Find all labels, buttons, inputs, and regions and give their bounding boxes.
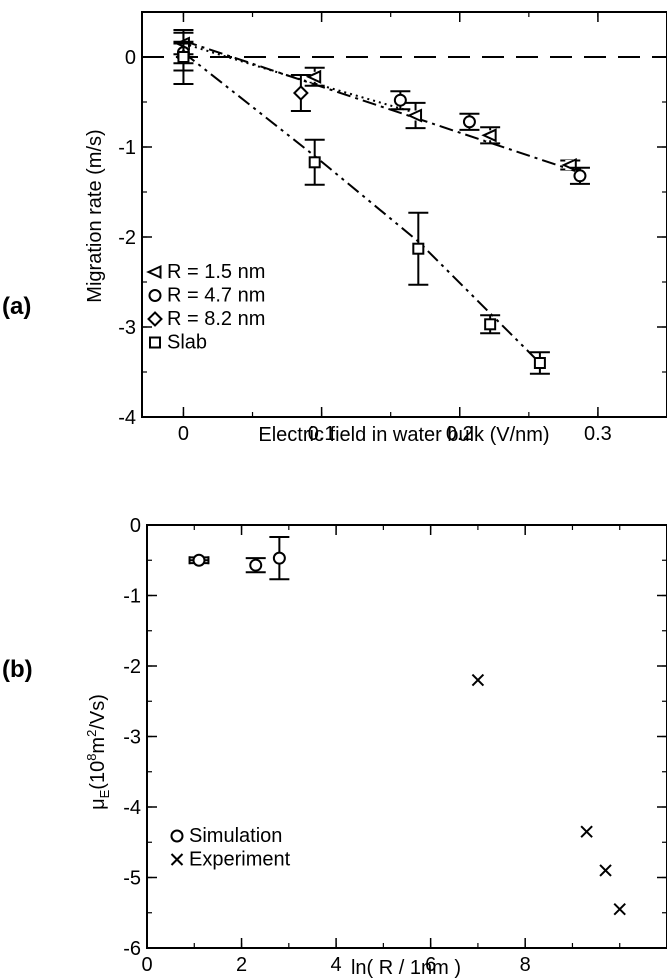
x-tick-label: 0 [141,954,152,976]
panel-b-plot-area: 0 2 4 6 8 0 -1 -2 -3 -4 -5 -6 [123,515,667,976]
marker-bg [309,71,320,82]
y-tick-label: -6 [123,938,141,960]
marker-bg [485,319,496,330]
data-point-r-1-5-nm [305,69,322,84]
ylabel-sup1: 8 [84,754,99,761]
legend-label: Slab [167,332,207,354]
marker-bg [194,555,204,566]
legend-marker-slab [149,336,161,349]
data-point-experiment [580,825,593,838]
marker-bg [178,52,189,62]
series-r-4-7-nm [173,40,590,185]
legend-label: R = 8.2 nm [167,308,265,330]
fit-line-1 [183,42,416,114]
panel-b-xlabel: ln( R / 1nm ) [351,957,461,979]
marker-bg [309,157,320,168]
legend-label: Simulation [189,825,282,847]
series-r-1-5-nm [173,31,581,173]
marker-bg [574,170,585,181]
data-point-r-1-5-nm [406,108,423,123]
y-tick-label: -1 [118,137,136,159]
data-point-r-1-5-nm [561,157,577,173]
legend-marker-r-8-2-nm [147,311,163,327]
panel-a-xlabel: Electric field in water bulk (V/nm) [258,424,549,446]
legend-marker-r-1-5-nm [146,264,162,280]
panel-b: (b) 0 2 4 6 8 0 -1 -2 -3 -4 -5 -6 ln( R / 1nm ) μE(… [2,515,667,979]
data-point-experiment [613,903,626,916]
marker-bg [534,358,545,368]
data-point-slab [308,156,321,169]
ylabel-mu: μ [87,798,109,810]
marker-bg [464,116,475,127]
y-tick-label: -5 [123,868,141,890]
y-tick-label: -2 [118,227,136,249]
x-tick-label: 0.2 [446,423,474,445]
x-tick-label: 0 [178,423,189,445]
fit-line-2 [183,39,585,175]
x-tick-label: 4 [331,954,342,976]
data-point-r-8-2-nm [292,85,309,101]
data-point-experiment [599,864,612,877]
marker-bg [565,160,576,170]
marker-bg [413,243,424,254]
legend-label: R = 1.5 nm [167,261,265,283]
data-point-r-4-7-nm [462,115,476,129]
legend-marker-simulation [170,829,184,843]
ylabel-sup2: 2 [84,730,99,737]
marker-bg [295,88,306,98]
y-tick-label: -1 [123,586,141,608]
data-point-simulation [192,553,206,567]
x-tick-label: 0.3 [584,423,612,445]
data-point-r-4-7-nm [393,93,407,107]
data-point-slab [412,242,425,255]
data-point-r-4-7-nm [573,169,587,183]
series-experiment [471,673,626,916]
marker-bg [395,95,406,106]
plot-frame [146,524,667,949]
legend-marker-experiment [170,853,184,866]
x-tick-label: 0.1 [308,423,336,445]
marker-bg [250,560,261,571]
legend-marker-r-4-7-nm [148,289,162,302]
panel-a-ylabel: Migration rate (m/s) [84,129,106,302]
ylabel-sub: E [97,789,112,798]
ylabel-end: /Vs) [87,694,109,730]
panel-b-ylabel: μE(108m2/Vs) [84,694,112,810]
panel-b-label: (b) [2,656,33,683]
data-point-experiment [471,673,485,687]
panel-a-plot-area: 0 0.1 0.2 0.3 0 -1 -2 -3 -4 [118,11,667,445]
plot-frame [141,11,667,418]
y-tick-label: 0 [125,47,136,69]
x-tick-label: 2 [236,954,247,976]
y-tick-label: -4 [118,407,136,429]
ylabel-rest: (10 [87,761,109,790]
legend-label: R = 4.7 nm [167,285,265,307]
data-point-simulation [272,551,286,565]
ylabel-mid: m [87,737,109,754]
series-slab [173,29,550,375]
data-point-simulation [249,558,263,572]
data-point-slab [484,318,497,331]
series-simulation [188,535,290,581]
y-tick-label: -4 [123,797,141,819]
marker-bg [485,130,496,141]
data-point-slab [177,51,190,63]
legend-label: Experiment [189,849,291,871]
x-tick-label: 6 [425,954,436,976]
panel-a-label: (a) [2,293,31,320]
data-point-r-1-5-nm [481,128,497,143]
data-point-slab [533,357,546,369]
x-tick-label: 8 [520,954,531,976]
panel-a: (a) 0 0.1 0.2 0.3 0 -1 -2 -3 -4 Electric field i… [2,11,667,446]
y-tick-label: 0 [130,515,141,537]
y-tick-label: -3 [123,727,141,749]
y-tick-label: -3 [118,317,136,339]
fit-line-3 [182,51,541,364]
marker-bg [274,553,285,564]
y-tick-label: -2 [123,656,141,678]
marker-bg [410,110,421,121]
